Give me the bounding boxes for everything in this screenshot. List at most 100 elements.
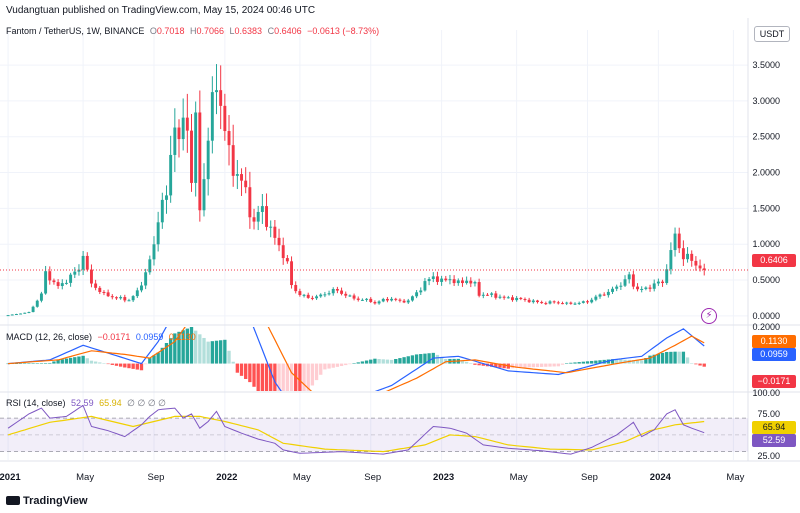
macd-histogram-bar — [256, 363, 260, 391]
candle-body — [419, 290, 423, 293]
macd-histogram-bar — [565, 363, 569, 364]
time-tick-label: 2023 — [433, 472, 454, 483]
macd-histogram-bar — [644, 358, 648, 364]
rsi-ma-value: 65.94 — [99, 398, 122, 408]
macd-histogram-bar — [464, 361, 469, 364]
macd-histogram-bar — [252, 363, 256, 387]
candle-body — [156, 222, 160, 245]
macd-histogram-bar — [660, 352, 665, 364]
candle-body — [369, 298, 373, 302]
publisher-line: Vudangtuan published on TradingView.com,… — [6, 5, 316, 16]
macd-histogram-bar — [298, 363, 302, 391]
candle-body — [511, 297, 514, 301]
high-value: 0.7066 — [196, 26, 224, 36]
candle-body — [477, 282, 481, 296]
macd-histogram-bar — [160, 347, 164, 364]
time-tick-label: May — [510, 472, 528, 483]
candle-body — [148, 259, 152, 273]
candle-body — [269, 226, 273, 228]
macd-histogram-bar — [164, 343, 169, 364]
candle-body — [531, 300, 535, 303]
macd-histogram-bar — [385, 359, 390, 364]
macd-histogram-bar — [439, 356, 444, 364]
candle-body — [69, 274, 73, 283]
candle-body — [48, 271, 52, 281]
candle-body — [119, 297, 123, 299]
macd-histogram-bar — [248, 363, 252, 383]
candle-body — [223, 105, 227, 132]
macd-histogram-bar — [685, 357, 690, 364]
macd-histogram-bar — [573, 362, 577, 364]
macd-histogram-bar — [352, 363, 356, 364]
change-value: −0.0613 (−8.73%) — [307, 26, 380, 36]
macd-histogram-bar — [469, 363, 473, 364]
candle-body — [385, 298, 389, 301]
tradingview-logo[interactable]: TradingView — [6, 495, 88, 507]
macd-histogram-bar — [60, 359, 64, 364]
candle-body — [569, 302, 573, 304]
macd-histogram-bar — [135, 363, 139, 370]
macd-histogram-bar — [206, 341, 210, 364]
macd-histogram-bar — [102, 363, 106, 364]
rsi-ma-tag: 65.94 — [752, 421, 796, 434]
candle-body — [352, 295, 356, 299]
macd-histogram-bar — [656, 353, 661, 364]
rsi-band — [0, 418, 748, 452]
macd-histogram-bar — [260, 363, 265, 391]
macd-histogram-bar — [477, 363, 481, 366]
macd-histogram-bar — [110, 363, 114, 365]
macd-histogram-bar — [231, 361, 235, 364]
candle-body — [85, 255, 89, 270]
candle-body — [135, 290, 139, 297]
candle-body — [611, 288, 614, 292]
candle-body — [469, 280, 473, 284]
candle-body — [177, 127, 181, 140]
price-tick-label: 2.5000 — [752, 132, 780, 142]
symbol-label: Fantom / TetherUS, 1W, BINANCE — [6, 26, 145, 36]
macd-histogram-bar — [502, 363, 506, 369]
macd-histogram-bar — [127, 363, 131, 369]
candle-body — [631, 274, 635, 287]
candle-body — [565, 302, 569, 304]
macd-histogram-bar — [610, 359, 615, 364]
candle-body — [19, 313, 23, 315]
candle-body — [231, 145, 235, 176]
candle-body — [98, 287, 102, 292]
candle-body — [356, 298, 360, 300]
currency-badge[interactable]: USDT — [754, 26, 790, 42]
macd-histogram-bar — [244, 363, 248, 379]
macd-histogram-bar — [394, 359, 398, 364]
candle-body — [702, 268, 706, 270]
macd-histogram-bar — [389, 359, 394, 364]
candle-body — [648, 287, 652, 289]
candle-body — [106, 292, 110, 297]
macd-histogram-bar — [410, 355, 415, 364]
candle-body — [377, 301, 381, 304]
candle-body — [577, 302, 581, 304]
macd-histogram-bar — [39, 363, 44, 364]
macd-histogram-bar — [73, 357, 77, 364]
macd-histogram-bar — [219, 340, 223, 364]
macd-histogram-bar — [123, 363, 127, 368]
time-tick-label: May — [76, 472, 94, 483]
macd-histogram-bar — [398, 358, 402, 364]
candle-body — [23, 312, 27, 314]
time-tick-label: May — [726, 472, 744, 483]
candle-body — [140, 285, 143, 291]
candle-body — [131, 296, 135, 301]
macd-tick-label: 0.2000 — [752, 322, 780, 332]
macd-histogram-bar — [335, 363, 340, 367]
candle-body — [335, 288, 339, 291]
macd-histogram-bar — [494, 363, 498, 368]
candle-body — [619, 285, 623, 287]
rsi-legend: RSI (14, close) 52.59 65.94 ∅ ∅ ∅ ∅ — [6, 398, 169, 409]
candle-body — [315, 296, 319, 299]
macd-histogram-bar — [118, 363, 123, 367]
candle-body — [248, 187, 252, 218]
chart-canvas[interactable]: 0.0000 0.5000 1.0000 1.5000 2.0000 2.5000 3.00… — [0, 18, 800, 495]
candle-body — [27, 312, 31, 314]
macd-histogram-bar — [77, 356, 81, 364]
candle-body — [627, 274, 631, 280]
time-tick-label: 2021 — [0, 472, 21, 483]
lightning-icon[interactable]: ⚡ — [701, 308, 717, 324]
